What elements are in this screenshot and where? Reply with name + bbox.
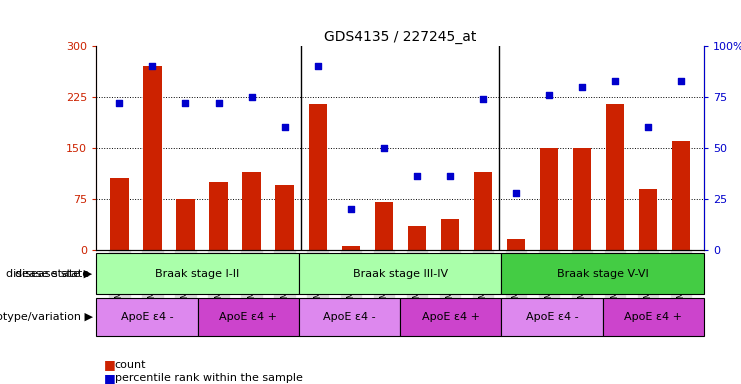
Point (245, 94, 257, 100)
Text: ApoE ε4 -: ApoE ε4 - (525, 312, 579, 322)
Bar (441, 219, 459, 250)
Bar (408, 226, 426, 250)
Bar (672, 141, 690, 250)
Point (179, 100, 191, 106)
Point (609, 78, 621, 84)
Point (411, 173, 422, 179)
Point (510, 190, 522, 196)
Point (147, 63, 159, 70)
Point (213, 100, 225, 106)
Text: count: count (115, 360, 147, 370)
Bar (539, 148, 558, 250)
Text: ApoE ε4 +: ApoE ε4 + (625, 312, 682, 322)
Point (345, 206, 356, 212)
Text: ApoE ε4 +: ApoE ε4 + (422, 312, 479, 322)
Title: GDS4135 / 227245_at: GDS4135 / 227245_at (324, 30, 476, 44)
Point (378, 145, 390, 151)
Text: ■: ■ (104, 372, 116, 384)
Point (576, 84, 588, 90)
Point (675, 78, 687, 84)
Bar (96, 298, 198, 336)
Point (312, 63, 324, 70)
Bar (473, 172, 492, 250)
Text: Braak stage I-II: Braak stage I-II (156, 268, 240, 279)
Text: ■: ■ (104, 358, 116, 371)
Text: disease state: disease state (16, 268, 90, 279)
Bar (605, 104, 624, 250)
Point (642, 124, 654, 131)
Bar (276, 185, 293, 250)
Text: ApoE ε4 +: ApoE ε4 + (219, 312, 277, 322)
Point (543, 92, 555, 98)
Bar (573, 148, 591, 250)
Bar (507, 240, 525, 250)
Text: ApoE ε4 -: ApoE ε4 - (121, 312, 173, 322)
Text: Braak stage V-VI: Braak stage V-VI (556, 268, 648, 279)
Bar (342, 246, 359, 250)
Point (476, 96, 488, 102)
Text: disease state ▶: disease state ▶ (7, 268, 93, 279)
Bar (242, 172, 261, 250)
Point (444, 173, 456, 179)
Bar (602, 298, 704, 336)
Bar (96, 253, 299, 294)
Bar (374, 202, 393, 250)
Bar (299, 298, 400, 336)
Bar (144, 66, 162, 250)
Point (113, 100, 125, 106)
Bar (502, 298, 602, 336)
Bar (400, 298, 502, 336)
Bar (176, 199, 195, 250)
Bar (639, 189, 657, 250)
Point (279, 124, 290, 131)
Bar (299, 253, 502, 294)
Bar (110, 179, 128, 250)
Bar (502, 253, 704, 294)
Text: percentile rank within the sample: percentile rank within the sample (115, 373, 303, 383)
Bar (210, 182, 227, 250)
Bar (198, 298, 299, 336)
Text: genotype/variation ▶: genotype/variation ▶ (0, 312, 93, 322)
Text: ApoE ε4 -: ApoE ε4 - (323, 312, 376, 322)
Text: Braak stage III-IV: Braak stage III-IV (353, 268, 448, 279)
Bar (308, 104, 327, 250)
